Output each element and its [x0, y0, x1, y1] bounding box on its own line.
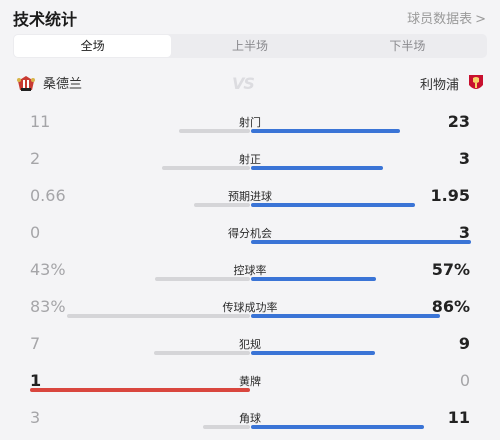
home-value: 0: [30, 223, 41, 242]
home-value: 7: [30, 334, 41, 353]
period-tabs: 全场 上半场 下半场: [13, 34, 487, 58]
away-bar: [251, 166, 383, 170]
home-team-name: 桑德兰: [43, 77, 83, 92]
tab-second-half[interactable]: 下半场: [389, 39, 426, 53]
stat-label: 得分机会: [228, 227, 272, 240]
home-value: 83%: [30, 297, 66, 316]
stat-row: 83% 传球成功率 86%: [0, 297, 500, 327]
stat-label: 犯规: [239, 338, 261, 351]
tab-full-match[interactable]: 全场: [14, 35, 172, 57]
away-value: 23: [447, 112, 470, 131]
home-bar: [179, 129, 250, 133]
away-bar: [251, 240, 471, 244]
home-value: 2: [30, 149, 41, 168]
away-bar: [251, 425, 424, 429]
home-bar: [67, 314, 250, 318]
stat-row: 2 射正 3: [0, 149, 500, 179]
stat-label: 控球率: [233, 264, 267, 277]
away-value: 9: [458, 334, 470, 353]
away-bar: [251, 203, 415, 207]
away-value: 11: [447, 408, 470, 427]
liverpool-crest-icon: [469, 75, 483, 89]
away-value: 3: [458, 149, 470, 168]
home-team: 桑德兰: [15, 73, 82, 92]
stat-label: 角球: [239, 412, 261, 425]
away-bar: [251, 277, 376, 281]
stat-label: 射门: [239, 116, 261, 129]
home-bar: [162, 166, 250, 170]
teams-row: 桑德兰 VS 利物浦: [0, 70, 500, 96]
away-value: 3: [458, 223, 470, 242]
home-value: 3: [30, 408, 41, 427]
stat-label: 预期进球: [228, 190, 272, 203]
stat-row: 11 射门 23: [0, 112, 500, 142]
away-bar: [251, 129, 400, 133]
away-value: 1.95: [430, 186, 470, 205]
home-value: 11: [30, 112, 51, 131]
stat-label: 传球成功率: [222, 301, 278, 314]
stat-label: 射正: [239, 153, 261, 166]
chevron-right-icon: >: [475, 12, 486, 27]
home-bar: [194, 203, 250, 207]
home-bar: [155, 277, 250, 281]
stat-label: 黄牌: [239, 375, 261, 388]
tab-first-half[interactable]: 上半场: [231, 39, 268, 53]
away-bar: [251, 314, 440, 318]
stat-row: 0 得分机会 3: [0, 223, 500, 253]
stat-row: 43% 控球率 57%: [0, 260, 500, 290]
home-value: 0.66: [30, 186, 66, 205]
stat-row: 0.66 预期进球 1.95: [0, 186, 500, 216]
away-value: 57%: [431, 260, 470, 279]
vs-label: VS: [232, 74, 255, 93]
player-stats-link-label: 球员数据表: [407, 12, 473, 27]
home-bar: [154, 351, 250, 355]
home-bar: [203, 425, 250, 429]
section-title: 技术统计: [13, 10, 78, 29]
away-bar: [251, 351, 375, 355]
stat-row: 3 角球 11: [0, 408, 500, 438]
home-value: 1: [30, 371, 42, 390]
stat-row: 1 黄牌 0: [0, 371, 500, 401]
away-team: 利物浦: [420, 72, 485, 94]
stat-row: 7 犯规 9: [0, 334, 500, 364]
away-value: 0: [459, 371, 470, 390]
home-bar: [30, 388, 250, 392]
stats-header: 技术统计 球员数据表 >: [0, 0, 500, 32]
home-value: 43%: [30, 260, 66, 279]
player-stats-link[interactable]: 球员数据表 >: [407, 8, 486, 27]
sunderland-crest-icon: [17, 75, 35, 91]
away-value: 86%: [431, 297, 470, 316]
away-team-name: 利物浦: [419, 77, 459, 93]
